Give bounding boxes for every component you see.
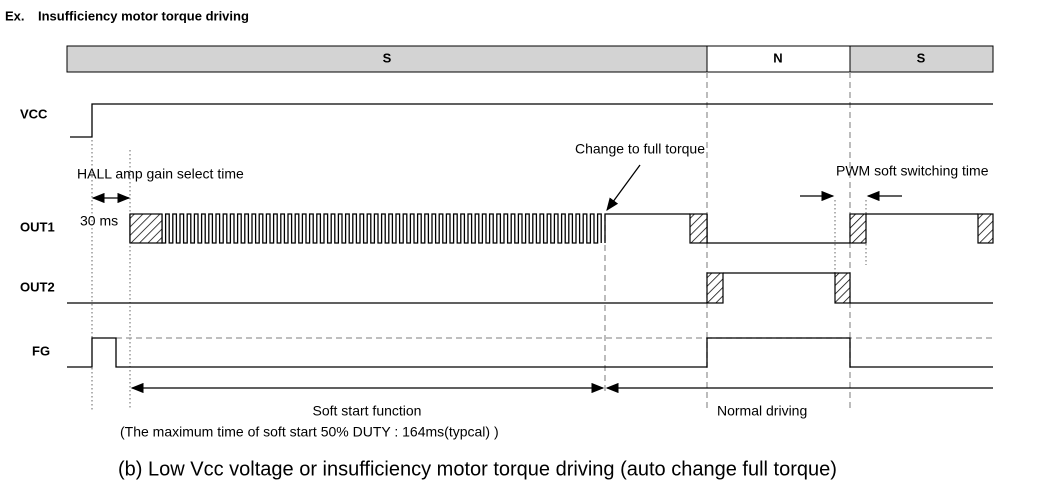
- phase-label: S: [383, 50, 392, 65]
- vcc-wave: [70, 103, 993, 138]
- transition: [129, 213, 163, 244]
- transition: [834, 272, 851, 304]
- signal-label: OUT1: [20, 219, 55, 234]
- phase-box: [849, 45, 994, 73]
- transition: [706, 272, 724, 304]
- pwm-pulses: [161, 213, 602, 244]
- out2-wave: [67, 272, 993, 304]
- title-prefix: Ex.: [5, 8, 25, 23]
- annotation: 30 ms: [80, 213, 118, 229]
- transition: [689, 213, 708, 244]
- fg-wave: [67, 337, 993, 368]
- signal-label: FG: [32, 343, 50, 358]
- transition: [849, 213, 867, 244]
- phase-label: S: [917, 50, 926, 65]
- arrow: [606, 164, 641, 212]
- phase-label: N: [773, 50, 782, 65]
- transition: [977, 213, 994, 244]
- annotation: Change to full torque: [575, 141, 705, 157]
- phase-box: [66, 45, 708, 73]
- annotation: Normal driving: [717, 403, 807, 419]
- annotation: HALL amp gain select time: [77, 166, 244, 182]
- signal-label: VCC: [20, 106, 48, 121]
- caption: (b) Low Vcc voltage or insufficiency mot…: [118, 458, 837, 480]
- pwm-pulse: [161, 213, 602, 244]
- out1-wave: [604, 213, 978, 244]
- phase-box: [706, 45, 851, 73]
- signal-label: OUT2: [20, 279, 55, 294]
- annotation: Soft start function: [313, 403, 422, 419]
- annotation: PWM soft switching time: [836, 163, 989, 179]
- annotation: (The maximum time of soft start 50% DUTY…: [120, 424, 499, 440]
- title: Insufficiency motor torque driving: [38, 8, 249, 23]
